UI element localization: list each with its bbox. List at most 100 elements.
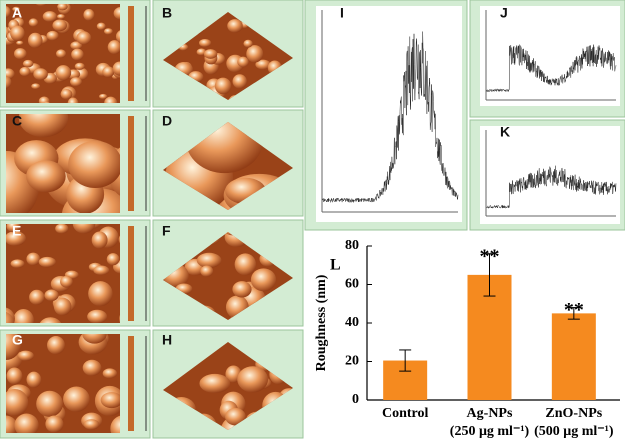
profile-line [321, 31, 459, 204]
grain [199, 373, 231, 393]
grain [232, 281, 252, 298]
grain [103, 28, 113, 35]
grain [243, 39, 253, 48]
grain [38, 256, 56, 268]
grain [91, 231, 108, 249]
grain [43, 101, 50, 103]
afm-image [6, 114, 120, 213]
grain [63, 386, 90, 412]
colorbar [128, 336, 134, 431]
grain [76, 31, 92, 45]
grain [115, 30, 120, 43]
grain [38, 96, 50, 103]
grain [203, 49, 218, 59]
colorbar [128, 226, 134, 321]
panel-label: B [162, 5, 172, 21]
panel-label: F [162, 223, 171, 239]
grain [82, 334, 107, 344]
y-tick-label: 60 [345, 277, 359, 292]
grain [22, 59, 34, 68]
grain [6, 231, 26, 246]
grain [52, 19, 68, 32]
grain [6, 68, 15, 80]
grain [44, 289, 59, 302]
afm-image [6, 4, 120, 103]
grain [100, 392, 120, 409]
grain [71, 48, 84, 61]
grain [196, 252, 222, 268]
panel-label: A [12, 5, 22, 21]
grain [83, 419, 100, 430]
grain [57, 14, 65, 20]
grain [26, 371, 42, 388]
grain [13, 48, 27, 60]
grain [35, 4, 47, 7]
grain [10, 259, 25, 268]
grain [18, 114, 69, 138]
grain [198, 38, 212, 48]
grain [237, 56, 249, 68]
x-tick-label: Control [382, 406, 429, 421]
grain [227, 19, 243, 33]
panel-label: E [12, 223, 21, 239]
grain [10, 25, 25, 41]
grain [46, 30, 59, 41]
grain [26, 252, 41, 266]
grain [83, 9, 95, 21]
profile-line [485, 165, 617, 209]
x-tick-label: ZnO-NPs (500 μg ml⁻¹) [534, 406, 614, 439]
grain [104, 96, 118, 103]
annotation: ** [480, 245, 500, 267]
grain [102, 368, 118, 379]
grain [36, 390, 63, 417]
grain [17, 350, 34, 361]
y-tick-label: 0 [352, 392, 359, 407]
grain [27, 32, 43, 49]
grain [31, 83, 41, 90]
grain [232, 74, 247, 89]
grain [6, 311, 15, 323]
grain [113, 6, 120, 20]
grain [74, 62, 85, 70]
grain [110, 415, 120, 433]
grain [16, 40, 24, 46]
panel-label: J [500, 5, 508, 21]
grain [96, 22, 106, 30]
grain [214, 77, 232, 95]
panel-label: D [162, 113, 172, 129]
y-tick-label: 80 [345, 238, 359, 253]
grain [6, 75, 12, 89]
grain [6, 415, 18, 433]
grain [33, 68, 48, 81]
colorbar [128, 116, 134, 211]
grain [55, 65, 72, 81]
grain [225, 407, 246, 426]
grain [57, 4, 68, 11]
grain [13, 309, 34, 323]
grain [119, 314, 120, 323]
bar [551, 313, 596, 400]
grain [88, 281, 113, 307]
profile-line [485, 44, 617, 93]
grain [45, 415, 64, 433]
panel-label: C [12, 113, 22, 129]
grain [70, 77, 82, 87]
grain [246, 45, 264, 63]
x-tick-label: Ag-NPs (250 μg ml⁻¹) [450, 406, 530, 439]
grain [112, 61, 120, 76]
grain [29, 289, 45, 305]
panel-label: I [340, 5, 344, 21]
grain [6, 5, 11, 18]
panel-label: K [500, 124, 510, 140]
grain [6, 367, 23, 385]
afm-image [6, 224, 120, 323]
grain [82, 359, 102, 376]
grain [93, 265, 110, 276]
annotation: ** [564, 299, 584, 321]
grain [60, 89, 73, 100]
grain [39, 317, 62, 323]
grain [200, 265, 214, 277]
grain [53, 297, 72, 316]
